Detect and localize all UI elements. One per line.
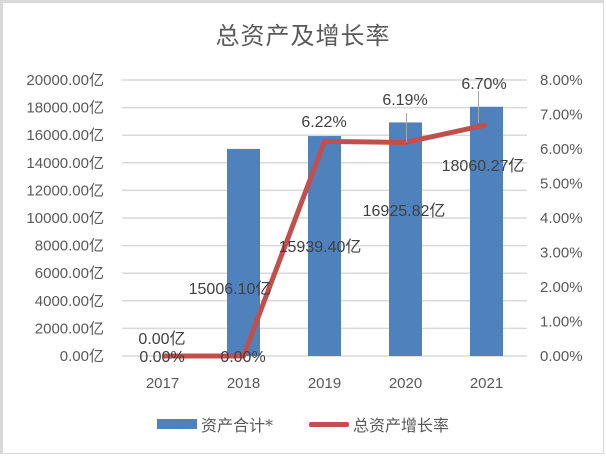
- right-axis-tick: 7.00%: [540, 107, 583, 124]
- right-axis-tick: 1.00%: [540, 314, 583, 331]
- bar-swatch-icon: [156, 419, 197, 429]
- right-axis-tick: 0.00%: [540, 348, 583, 365]
- chart-title: 总资产及增长率: [215, 22, 391, 50]
- legend-item-growth[interactable]: 总资产增长率: [309, 412, 449, 436]
- x-axis-label: 2019: [308, 375, 341, 392]
- left-axis-tick: 2000.00亿: [35, 320, 104, 337]
- left-axis-tick: 8000.00亿: [35, 238, 104, 255]
- right-axis-tick: 2.00%: [540, 279, 583, 296]
- left-axis-tick: 20000.00亿: [26, 72, 104, 89]
- line-data-label: 0.00%: [139, 349, 184, 366]
- bar-data-label: 18060.27亿: [442, 157, 525, 175]
- bar-2021: [470, 106, 503, 356]
- right-axis-tick: 5.00%: [540, 176, 583, 193]
- right-axis-tick: 3.00%: [540, 245, 583, 262]
- legend-label-assets: 资产合计*: [200, 416, 273, 435]
- bar-data-label: 16925.82亿: [363, 202, 446, 220]
- legend-item-assets[interactable]: 资产合计*: [156, 412, 273, 436]
- legend: 资产合计* 总资产增长率: [0, 412, 606, 436]
- right-axis-tick: 8.00%: [540, 72, 583, 89]
- line-data-label: 6.70%: [461, 76, 506, 93]
- left-axis-tick: 0.00亿: [60, 348, 104, 365]
- bar-data-label: 15006.10亿: [189, 280, 272, 298]
- left-axis-tick: 4000.00亿: [35, 293, 104, 310]
- right-axis-tick: 6.00%: [540, 141, 583, 158]
- line-data-label: 0.00%: [220, 349, 265, 366]
- bar-2020: [389, 122, 422, 357]
- x-axis-label: 2018: [227, 375, 260, 392]
- bar-data-label: 0.00亿: [138, 330, 185, 348]
- x-axis-label: 2017: [146, 375, 179, 392]
- left-axis-tick: 16000.00亿: [26, 127, 104, 144]
- line-data-label: 6.19%: [382, 92, 427, 109]
- growth-line: [162, 122, 488, 359]
- left-axis-tick: 6000.00亿: [35, 265, 104, 282]
- line-data-label: 6.22%: [301, 114, 346, 131]
- left-axis-tick: 12000.00亿: [26, 182, 104, 199]
- x-axis-label: 2020: [389, 375, 422, 392]
- x-axis-label: 2021: [470, 375, 503, 392]
- line-swatch-icon: [309, 421, 349, 427]
- bar-data-label: 15939.40亿: [279, 238, 362, 256]
- left-axis-tick: 10000.00亿: [26, 210, 104, 227]
- legend-label-growth: 总资产增长率: [353, 416, 450, 435]
- right-axis-tick: 4.00%: [540, 210, 583, 227]
- left-axis-tick: 18000.00亿: [26, 100, 104, 117]
- left-axis-tick: 14000.00亿: [26, 155, 104, 172]
